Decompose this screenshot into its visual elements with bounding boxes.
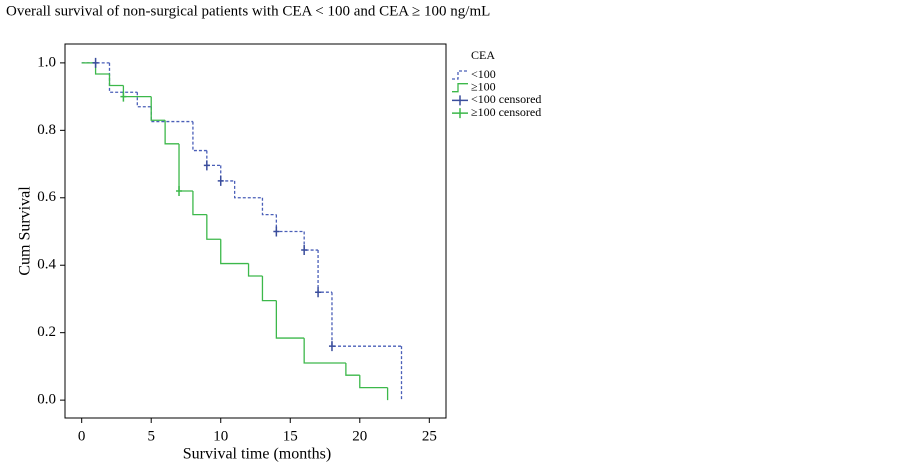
survival-step — [220, 165, 235, 182]
survival-step — [275, 300, 305, 339]
survival-step — [261, 276, 277, 302]
survival-step — [150, 96, 166, 121]
survival-step — [345, 363, 360, 376]
plot-frame — [64, 43, 447, 419]
survival-step — [247, 263, 263, 277]
censor-mark — [203, 160, 210, 171]
survival-step — [331, 292, 402, 347]
survival-step — [108, 62, 138, 93]
x-tick-label: 20 — [352, 428, 367, 444]
survival-step — [317, 250, 332, 293]
survival-step — [164, 120, 180, 145]
survival-step — [303, 338, 346, 364]
censor-mark — [217, 175, 224, 186]
legend-symbol — [452, 83, 468, 93]
y-tick-label: 1.0 — [37, 54, 56, 70]
censor-mark — [328, 341, 335, 352]
censor-mark — [92, 57, 99, 68]
y-tick-label: 0.4 — [37, 257, 56, 273]
survival-step — [192, 121, 207, 152]
survival-step — [178, 143, 193, 192]
chart-title: Overall survival of non-surgical patient… — [6, 3, 490, 19]
censor-mark — [301, 245, 308, 256]
survival-step — [261, 197, 277, 216]
y-tick-label: 0.0 — [37, 392, 56, 408]
x-tick-label: 5 — [147, 428, 155, 444]
survival-step — [206, 214, 221, 240]
legend-symbol — [452, 70, 468, 80]
survival-step — [136, 92, 152, 108]
survival-step — [94, 62, 110, 75]
legend-title: CEA — [471, 48, 495, 62]
survival-step — [108, 74, 124, 87]
censor-mark — [120, 91, 127, 102]
survival-step — [275, 214, 305, 233]
survival-step — [359, 375, 388, 389]
survival-step — [303, 231, 319, 251]
y-tick-label: 0.8 — [37, 122, 56, 138]
y-axis-label: Cum Survival — [17, 186, 34, 276]
x-tick-label: 0 — [78, 428, 86, 444]
legend-symbol — [452, 95, 468, 106]
y-tick-label: 0.2 — [37, 324, 56, 340]
y-tick-label: 0.6 — [37, 189, 56, 205]
x-tick-label: 15 — [283, 428, 298, 444]
survival-step — [192, 191, 207, 216]
legend-symbol — [452, 108, 468, 119]
legend-label: ≥100 censored — [471, 105, 541, 119]
survival-step — [150, 106, 193, 123]
legend-label: ≥100 — [471, 79, 496, 93]
survival-step — [220, 239, 249, 265]
censor-mark — [273, 226, 280, 237]
censor-mark — [176, 186, 183, 197]
survival-step — [206, 150, 221, 167]
censor-mark — [315, 287, 322, 298]
survival-step — [233, 180, 263, 199]
x-tick-label: 25 — [422, 428, 437, 444]
x-axis-label: Survival time (months) — [183, 446, 331, 463]
x-tick-label: 10 — [213, 428, 228, 444]
legend-label: <100 censored — [471, 92, 541, 106]
legend-label: <100 — [471, 67, 496, 81]
